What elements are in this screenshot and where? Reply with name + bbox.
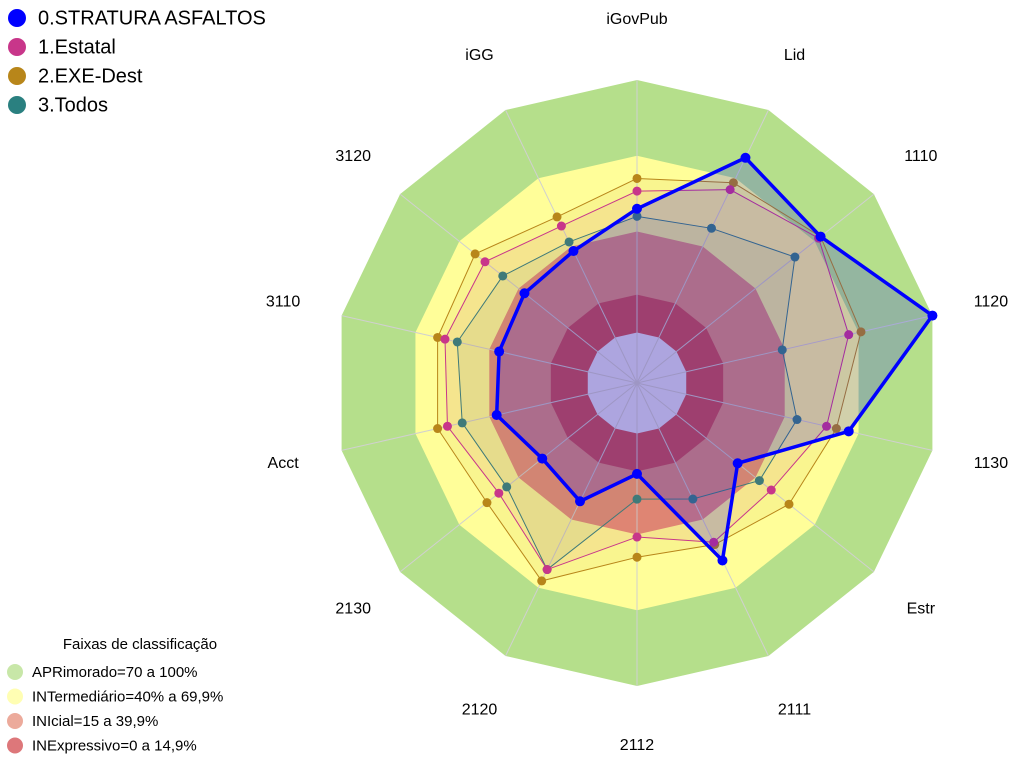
- legend-label: 0.STRATURA ASFALTOS: [38, 7, 266, 29]
- series-point: [632, 211, 642, 221]
- series-point: [843, 426, 854, 437]
- axis-label: iGG: [465, 47, 493, 64]
- axis-line: [399, 193, 638, 384]
- series-point: [688, 494, 698, 504]
- axis-line: [399, 382, 638, 573]
- legend-label: 1.Estatal: [38, 36, 116, 58]
- series-point: [754, 476, 764, 486]
- series-point: [494, 488, 504, 498]
- axis-line: [505, 382, 638, 657]
- series-point: [784, 499, 794, 509]
- band-legend-label: INTermediário=40% a 69,9%: [32, 688, 223, 705]
- series-point: [575, 496, 586, 507]
- band-legend-marker: [7, 664, 23, 680]
- series-point: [452, 337, 462, 347]
- series-point: [457, 418, 467, 428]
- legend-marker: [8, 67, 26, 85]
- axis-line: [341, 315, 638, 384]
- axis-label: 2120: [462, 701, 498, 718]
- series-point: [433, 424, 443, 434]
- series-point: [725, 185, 735, 195]
- series-point: [790, 252, 800, 262]
- axis-label: 1120: [974, 293, 1009, 310]
- series-point: [709, 537, 719, 547]
- series-point: [542, 565, 552, 575]
- series-point: [556, 221, 566, 231]
- series-point: [564, 237, 574, 247]
- band-legend-marker: [7, 737, 23, 754]
- axis-label: 2111: [778, 701, 811, 718]
- series-point: [632, 532, 642, 542]
- series-point: [470, 249, 480, 259]
- series-point: [502, 482, 512, 492]
- band-legend-marker: [7, 713, 23, 729]
- series-point: [777, 345, 787, 355]
- axis-label: 2112: [620, 737, 655, 754]
- axis-line: [636, 382, 769, 657]
- series-point: [498, 271, 508, 281]
- legend-label: 3.Todos: [38, 94, 108, 116]
- series-point: [433, 332, 443, 342]
- axis-line: [636, 382, 933, 451]
- legend-marker: [8, 38, 26, 56]
- series-point: [632, 494, 642, 504]
- axis-line: [636, 382, 875, 573]
- band-legend-label: INExpressivo=0 a 14,9%: [32, 737, 197, 754]
- axis-label: Acct: [268, 455, 300, 472]
- series-point: [552, 212, 562, 222]
- axis-label: 1110: [904, 148, 937, 165]
- bands-title: Faixas de classificação: [63, 636, 217, 653]
- series-point: [844, 330, 854, 340]
- series-point: [491, 410, 502, 421]
- axis-line: [341, 382, 638, 451]
- series-point: [632, 186, 642, 196]
- series-point: [717, 555, 728, 566]
- series-point: [568, 246, 579, 257]
- series-point: [728, 178, 738, 188]
- axis-label: 1130: [974, 455, 1009, 472]
- series-point: [440, 334, 450, 344]
- series-point: [792, 415, 802, 425]
- series-point: [706, 223, 716, 233]
- band-legend-label: APRimorado=70 a 100%: [32, 664, 198, 681]
- series-point: [740, 152, 751, 163]
- series-point: [856, 327, 866, 337]
- series-point: [632, 173, 642, 183]
- series-point: [927, 310, 938, 321]
- series-point: [831, 424, 841, 434]
- legend-marker: [8, 96, 26, 114]
- series-point: [632, 468, 642, 479]
- series-point: [519, 288, 530, 299]
- band-legend-marker: [7, 688, 23, 705]
- axis-label: Lid: [784, 47, 805, 64]
- axis-label: 3110: [266, 293, 301, 310]
- series-point: [766, 485, 776, 495]
- series-point: [480, 257, 490, 267]
- series-point: [732, 458, 743, 469]
- series-point: [822, 421, 832, 431]
- axis-line: [505, 109, 638, 384]
- axis-label: Estr: [907, 601, 936, 618]
- legend-marker: [8, 9, 26, 27]
- legend-label: 2.EXE-Dest: [38, 65, 143, 87]
- axis-label: 2130: [335, 601, 371, 618]
- series-point: [442, 421, 452, 431]
- series-point: [632, 203, 642, 214]
- axis-line: [636, 193, 875, 384]
- axis-label: 3120: [335, 148, 371, 165]
- series-point: [482, 498, 492, 508]
- series-point: [537, 576, 547, 586]
- axis-label: iGovPub: [606, 11, 667, 28]
- series-point: [537, 453, 548, 464]
- series-point: [494, 346, 505, 357]
- series-point: [815, 231, 826, 242]
- series-point: [632, 552, 642, 562]
- band-legend-label: INIcial=15 a 39,9%: [32, 713, 158, 730]
